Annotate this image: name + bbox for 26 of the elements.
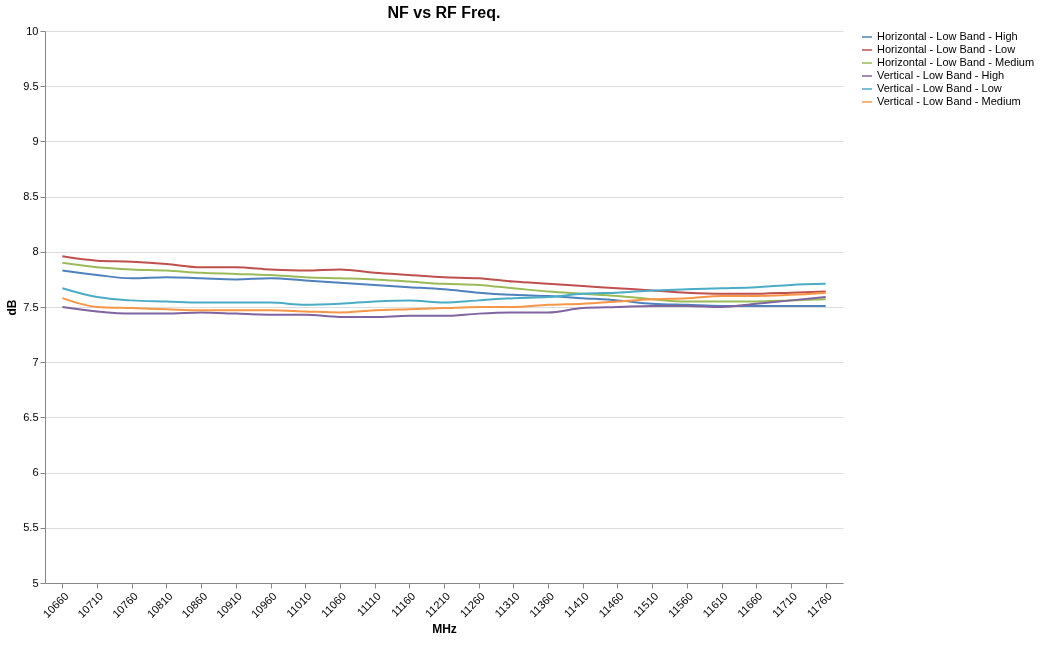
legend-label: Vertical - Low Band - Low	[877, 82, 1002, 94]
x-axis-title: MHz	[432, 621, 457, 636]
y-tick-label: 7.5	[23, 300, 39, 313]
legend-label: Vertical - Low Band - High	[877, 69, 1005, 81]
legend-label: Horizontal - Low Band - Low	[877, 43, 1016, 55]
legend-label: Horizontal - Low Band - Medium	[877, 56, 1035, 68]
y-axis-title: dB	[5, 299, 20, 316]
line-series	[61, 282, 827, 306]
line-series	[61, 269, 827, 307]
line-series	[61, 296, 827, 318]
y-tick-label: 5.5	[23, 521, 39, 534]
chart-title: NF vs RF Freq.	[387, 4, 501, 21]
y-tick-label: 6	[32, 466, 39, 479]
y-tick-label: 5	[32, 576, 39, 589]
y-tick-label: 10	[26, 24, 39, 37]
y-tick-label: 6.5	[23, 410, 39, 423]
legend-label: Horizontal - Low Band - High	[877, 30, 1018, 42]
line-series	[61, 291, 827, 314]
line-series	[61, 261, 827, 303]
legend-label: Vertical - Low Band - Medium	[877, 95, 1021, 107]
y-tick-label: 8.5	[23, 190, 39, 203]
y-tick-label: 9	[32, 134, 39, 147]
line-series	[61, 255, 827, 295]
y-tick-label: 9.5	[23, 79, 39, 92]
y-tick-label: 7	[32, 355, 39, 368]
y-tick-label: 8	[32, 245, 39, 258]
